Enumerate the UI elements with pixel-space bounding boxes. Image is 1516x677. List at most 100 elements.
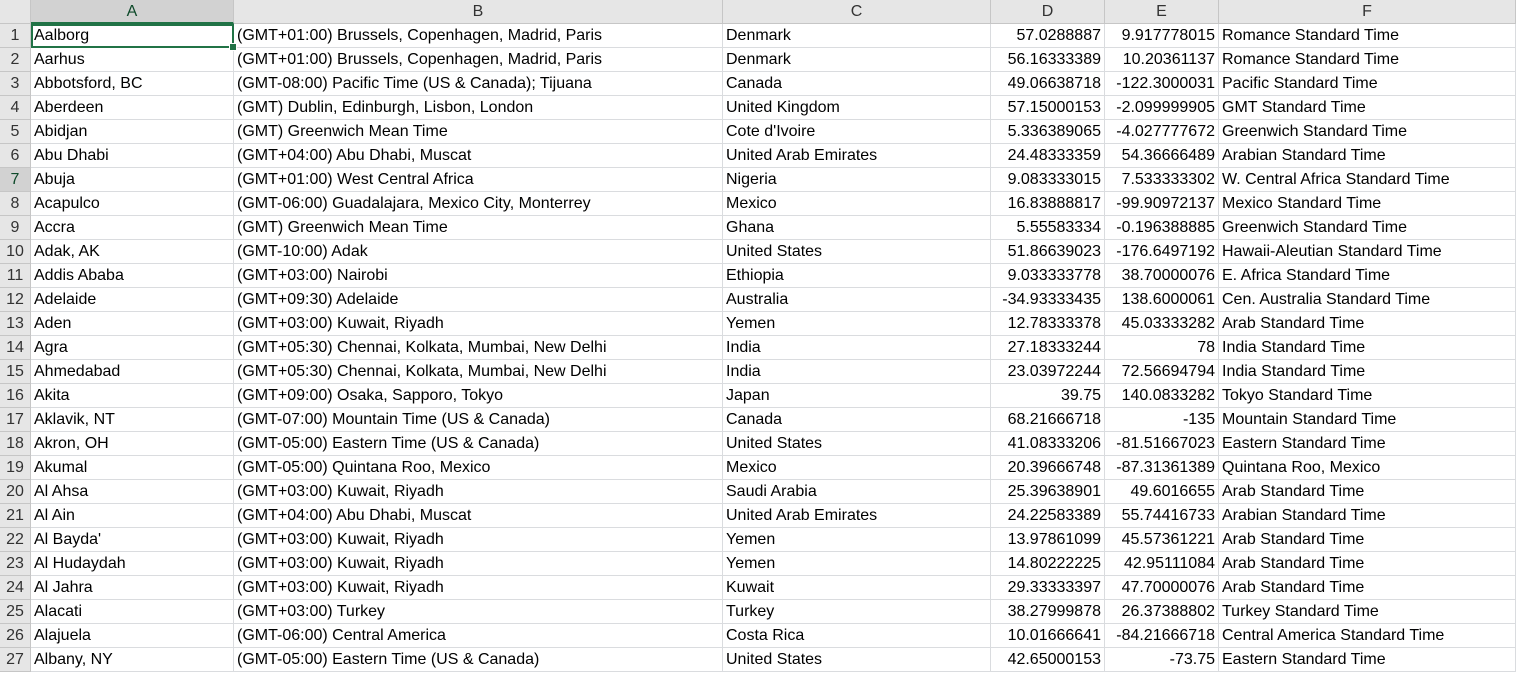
cell-c[interactable]: United Arab Emirates	[723, 144, 991, 168]
cell-d[interactable]: 27.18333244	[991, 336, 1105, 360]
cell-a[interactable]: Alacati	[31, 600, 234, 624]
cell-b[interactable]: (GMT+03:00) Kuwait, Riyadh	[234, 480, 723, 504]
cell-b[interactable]: (GMT-05:00) Quintana Roo, Mexico	[234, 456, 723, 480]
row-header[interactable]: 26	[0, 624, 31, 648]
row-header[interactable]: 2	[0, 48, 31, 72]
cell-e[interactable]: -2.099999905	[1105, 96, 1219, 120]
cell-c[interactable]: Australia	[723, 288, 991, 312]
cell-a[interactable]: Al Bayda'	[31, 528, 234, 552]
cell-d[interactable]: 39.75	[991, 384, 1105, 408]
cell-b[interactable]: (GMT-05:00) Eastern Time (US & Canada)	[234, 432, 723, 456]
cell-c[interactable]: United Arab Emirates	[723, 504, 991, 528]
cell-a[interactable]: Abbotsford, BC	[31, 72, 234, 96]
row-header[interactable]: 24	[0, 576, 31, 600]
cell-c[interactable]: Yemen	[723, 312, 991, 336]
cell-b[interactable]: (GMT) Dublin, Edinburgh, Lisbon, London	[234, 96, 723, 120]
cell-f[interactable]: Mexico Standard Time	[1219, 192, 1516, 216]
cell-a[interactable]: Al Jahra	[31, 576, 234, 600]
cell-d[interactable]: 68.21666718	[991, 408, 1105, 432]
row-header[interactable]: 27	[0, 648, 31, 672]
cell-b[interactable]: (GMT+04:00) Abu Dhabi, Muscat	[234, 144, 723, 168]
cell-b[interactable]: (GMT+09:00) Osaka, Sapporo, Tokyo	[234, 384, 723, 408]
cell-e[interactable]: 42.95111084	[1105, 552, 1219, 576]
cell-e[interactable]: -135	[1105, 408, 1219, 432]
cell-f[interactable]: GMT Standard Time	[1219, 96, 1516, 120]
cell-f[interactable]: E. Africa Standard Time	[1219, 264, 1516, 288]
row-header[interactable]: 19	[0, 456, 31, 480]
cell-b[interactable]: (GMT+03:00) Turkey	[234, 600, 723, 624]
row-header[interactable]: 6	[0, 144, 31, 168]
row-header[interactable]: 5	[0, 120, 31, 144]
cell-f[interactable]: Tokyo Standard Time	[1219, 384, 1516, 408]
cell-f[interactable]: Arab Standard Time	[1219, 312, 1516, 336]
cell-b[interactable]: (GMT+03:00) Kuwait, Riyadh	[234, 528, 723, 552]
cell-d[interactable]: 49.06638718	[991, 72, 1105, 96]
cell-d[interactable]: 42.65000153	[991, 648, 1105, 672]
cell-b[interactable]: (GMT+01:00) Brussels, Copenhagen, Madrid…	[234, 48, 723, 72]
cell-c[interactable]: Kuwait	[723, 576, 991, 600]
cell-b[interactable]: (GMT+01:00) West Central Africa	[234, 168, 723, 192]
row-header[interactable]: 20	[0, 480, 31, 504]
cell-e[interactable]: 140.0833282	[1105, 384, 1219, 408]
cell-f[interactable]: Greenwich Standard Time	[1219, 120, 1516, 144]
cell-b[interactable]: (GMT+03:00) Nairobi	[234, 264, 723, 288]
cell-f[interactable]: Eastern Standard Time	[1219, 432, 1516, 456]
cell-c[interactable]: Canada	[723, 408, 991, 432]
cell-d[interactable]: 5.55583334	[991, 216, 1105, 240]
cell-d[interactable]: 5.336389065	[991, 120, 1105, 144]
cell-c[interactable]: Ghana	[723, 216, 991, 240]
cell-c[interactable]: Ethiopia	[723, 264, 991, 288]
cell-c[interactable]: Yemen	[723, 528, 991, 552]
cell-f[interactable]: Greenwich Standard Time	[1219, 216, 1516, 240]
cell-d[interactable]: 29.33333397	[991, 576, 1105, 600]
cell-a[interactable]: Ahmedabad	[31, 360, 234, 384]
cell-f[interactable]: Cen. Australia Standard Time	[1219, 288, 1516, 312]
cell-a[interactable]: Alajuela	[31, 624, 234, 648]
cell-a[interactable]: Aalborg	[31, 24, 234, 48]
row-header[interactable]: 18	[0, 432, 31, 456]
row-header[interactable]: 1	[0, 24, 31, 48]
row-header[interactable]: 9	[0, 216, 31, 240]
cell-c[interactable]: India	[723, 336, 991, 360]
cell-f[interactable]: India Standard Time	[1219, 360, 1516, 384]
row-header[interactable]: 7	[0, 168, 31, 192]
cell-d[interactable]: 12.78333378	[991, 312, 1105, 336]
row-header[interactable]: 4	[0, 96, 31, 120]
cell-b[interactable]: (GMT-07:00) Mountain Time (US & Canada)	[234, 408, 723, 432]
cell-a[interactable]: Adelaide	[31, 288, 234, 312]
cell-c[interactable]: United States	[723, 648, 991, 672]
cell-f[interactable]: Arab Standard Time	[1219, 552, 1516, 576]
cell-f[interactable]: Mountain Standard Time	[1219, 408, 1516, 432]
cell-e[interactable]: 78	[1105, 336, 1219, 360]
cell-d[interactable]: 14.80222225	[991, 552, 1105, 576]
row-header[interactable]: 10	[0, 240, 31, 264]
cell-c[interactable]: Japan	[723, 384, 991, 408]
column-header-f[interactable]: F	[1219, 0, 1516, 24]
cell-a[interactable]: Agra	[31, 336, 234, 360]
cell-a[interactable]: Al Hudaydah	[31, 552, 234, 576]
row-header[interactable]: 16	[0, 384, 31, 408]
row-header[interactable]: 3	[0, 72, 31, 96]
cell-d[interactable]: 51.86639023	[991, 240, 1105, 264]
cell-e[interactable]: 54.36666489	[1105, 144, 1219, 168]
cell-f[interactable]: Eastern Standard Time	[1219, 648, 1516, 672]
cell-d[interactable]: 16.83888817	[991, 192, 1105, 216]
cell-c[interactable]: Cote d'Ivoire	[723, 120, 991, 144]
cell-c[interactable]: India	[723, 360, 991, 384]
cell-d[interactable]: 25.39638901	[991, 480, 1105, 504]
cell-c[interactable]: Denmark	[723, 24, 991, 48]
cell-a[interactable]: Adak, AK	[31, 240, 234, 264]
row-header[interactable]: 17	[0, 408, 31, 432]
cell-d[interactable]: -34.93333435	[991, 288, 1105, 312]
cell-a[interactable]: Abu Dhabi	[31, 144, 234, 168]
row-header[interactable]: 12	[0, 288, 31, 312]
cell-c[interactable]: Saudi Arabia	[723, 480, 991, 504]
cell-b[interactable]: (GMT+05:30) Chennai, Kolkata, Mumbai, Ne…	[234, 336, 723, 360]
column-header-d[interactable]: D	[991, 0, 1105, 24]
cell-a[interactable]: Akita	[31, 384, 234, 408]
cell-b[interactable]: (GMT+03:00) Kuwait, Riyadh	[234, 552, 723, 576]
cell-c[interactable]: United States	[723, 432, 991, 456]
cell-d[interactable]: 41.08333206	[991, 432, 1105, 456]
cell-c[interactable]: Mexico	[723, 192, 991, 216]
select-all-corner[interactable]	[0, 0, 31, 24]
